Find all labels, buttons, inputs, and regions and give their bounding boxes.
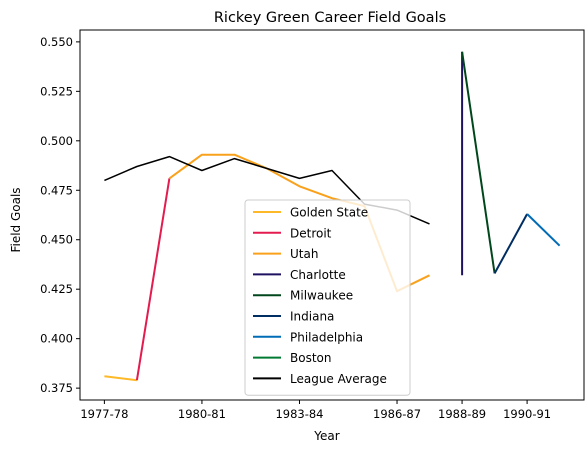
x-tick-label: 1983-84 [275,407,323,421]
y-axis: 0.375 0.400 0.425 0.450 0.475 0.500 0.525 0.550 [40,35,80,395]
legend-label: Indiana [290,310,334,324]
x-tick-label: 1980-81 [178,407,226,421]
x-axis-label: Year [313,429,339,443]
plot-area [104,51,561,382]
y-tick-label: 0.475 [40,183,73,197]
x-tick-label: 1990-91 [503,407,551,421]
x-tick-label: 1986-87 [373,407,421,421]
series-line-golden-state [104,375,138,382]
legend-box [244,199,411,396]
x-tick-label: 1977-78 [80,407,128,421]
x-tick-label: 1988-89 [438,407,486,421]
legend-label: League Average [290,372,387,386]
legend: Golden State Detroit Utah Charlotte Milwauke… [244,199,411,396]
legend-label: Philadelphia [290,330,363,344]
y-tick-label: 0.450 [40,233,73,247]
y-tick-label: 0.525 [40,84,73,98]
y-tick-label: 0.500 [40,134,73,148]
legend-label: Charlotte [290,268,346,282]
y-tick-label: 0.425 [40,282,73,296]
chart-title: Rickey Green Career Field Goals [214,10,446,26]
legend-label: Utah [290,247,318,261]
series-line-philadelphia [526,213,561,247]
y-tick-label: 0.400 [40,332,73,346]
series-line-milwaukee [461,51,496,274]
y-tick-label: 0.550 [40,35,73,49]
legend-label: Milwaukee [290,289,353,303]
plot-frame [79,29,585,401]
y-tick-label: 0.375 [40,381,73,395]
legend-label: Boston [290,351,331,365]
x-axis: 1977-78 1980-81 1983-84 1986-87 1988-89 1990-… [80,400,551,421]
y-axis-label: Field Goals [9,187,23,252]
legend-label: Detroit [290,226,332,240]
series-line-detroit [135,178,171,381]
series-line-indiana [493,213,528,274]
legend-label: Golden State [290,206,368,220]
